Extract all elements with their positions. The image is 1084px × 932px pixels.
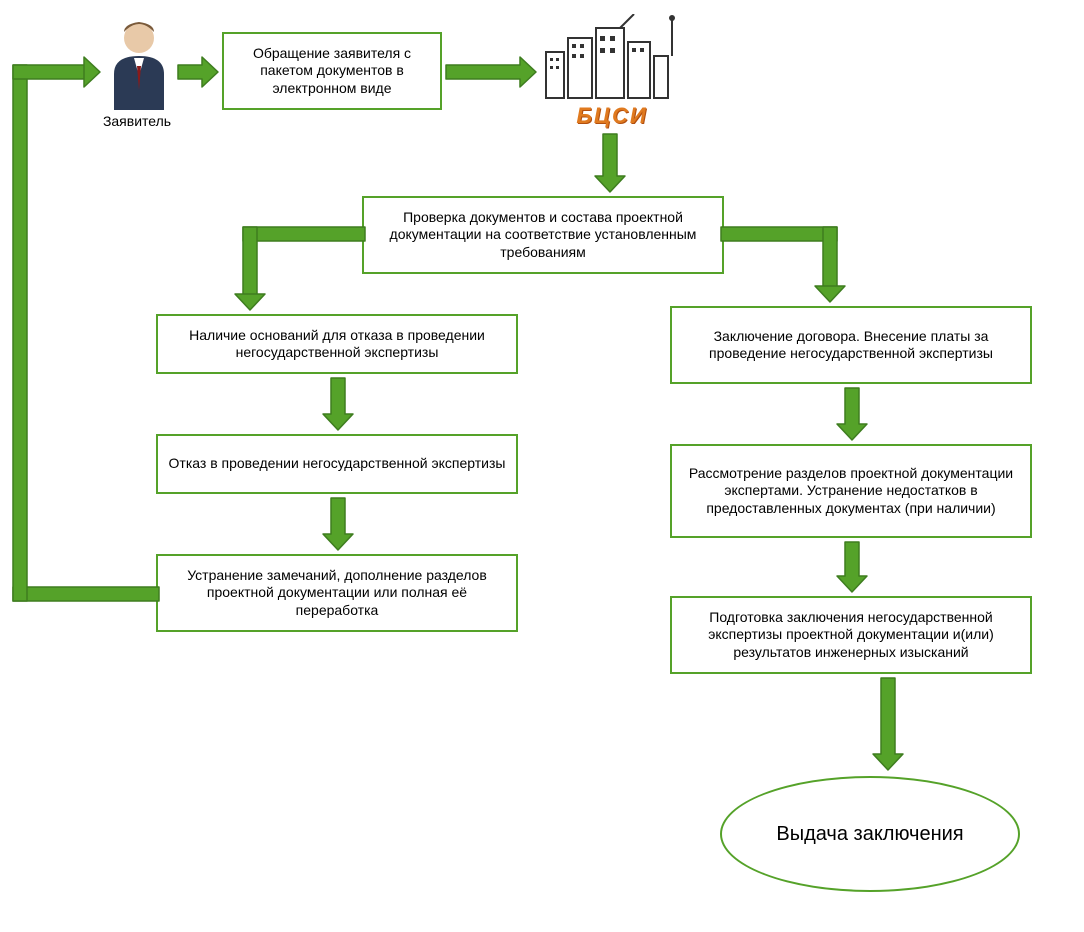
org-icon [540, 14, 690, 102]
node-refusal: Отказ в проведении негосударственной экс… [156, 434, 518, 494]
node-check-documents: Проверка документов и состава проектной … [362, 196, 724, 274]
node-prepare-conclusion: Подготовка заключения негосударственной … [670, 596, 1032, 674]
node-application: Обращение заявителя с пакетом документов… [222, 32, 442, 110]
brand-label: БЦСИ [552, 102, 672, 130]
node-refusal-grounds: Наличие оснований для отказа в проведени… [156, 314, 518, 374]
node-expert-review: Рассмотрение разделов проектной документ… [670, 444, 1032, 538]
node-contract: Заключение договора. Внесение платы за п… [670, 306, 1032, 384]
applicant-label: Заявитель [92, 112, 182, 132]
node-fix-remarks: Устранение замечаний, дополнение раздело… [156, 554, 518, 632]
flowchart-stage: Заявитель БЦСИ Обращение заявителя с пак… [0, 0, 1084, 932]
applicant-icon [104, 18, 174, 110]
node-issue-conclusion: Выдача заключения [720, 776, 1020, 892]
